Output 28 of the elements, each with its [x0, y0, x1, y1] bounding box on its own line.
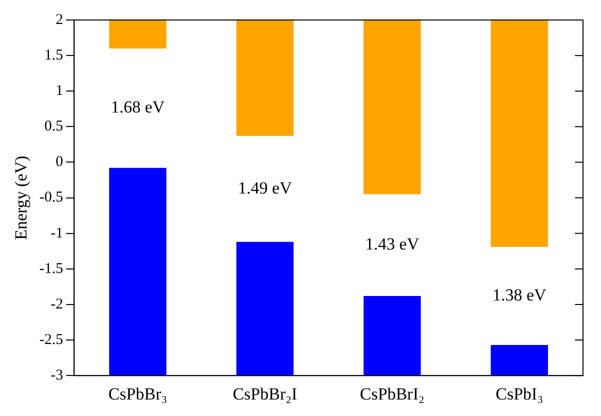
- annotation: 1.43 eV: [365, 234, 420, 254]
- y-tick-label: -1: [50, 225, 64, 242]
- bar: [236, 242, 294, 376]
- y-tick-label: 2: [56, 12, 64, 28]
- y-tick-label: -0.5: [39, 190, 64, 206]
- y-tick-label: -1.5: [39, 260, 64, 277]
- y-tick-label: -2: [50, 296, 64, 312]
- bar: [490, 345, 548, 376]
- annotation: 1.38 eV: [492, 285, 548, 304]
- y-tick-label: -2.5: [39, 332, 64, 348]
- y-tick-label: 1.5: [44, 48, 64, 64]
- x-tick-label: CsPbBr₃: [108, 384, 168, 404]
- y-tick-label: 1: [56, 83, 64, 100]
- bar: [236, 20, 294, 136]
- bar: [109, 168, 166, 376]
- annotation: 1.68 eV: [110, 98, 166, 117]
- x-tick-label: CsPbBr₂I: [232, 384, 298, 404]
- x-tick-label: CsPbI₃: [496, 384, 544, 404]
- bar: [364, 20, 421, 194]
- y-axis-title: Energy (eV): [12, 156, 31, 240]
- annotation: 1.49 eV: [238, 178, 293, 198]
- bar: [364, 296, 421, 376]
- y-tick-label: -3: [50, 368, 64, 384]
- bar: [109, 20, 166, 48]
- bar: [490, 20, 548, 247]
- y-tick-label: 0.5: [44, 118, 64, 135]
- x-tick-label: CsPbBrI₂: [360, 384, 424, 404]
- y-tick-label: 0: [56, 154, 64, 170]
